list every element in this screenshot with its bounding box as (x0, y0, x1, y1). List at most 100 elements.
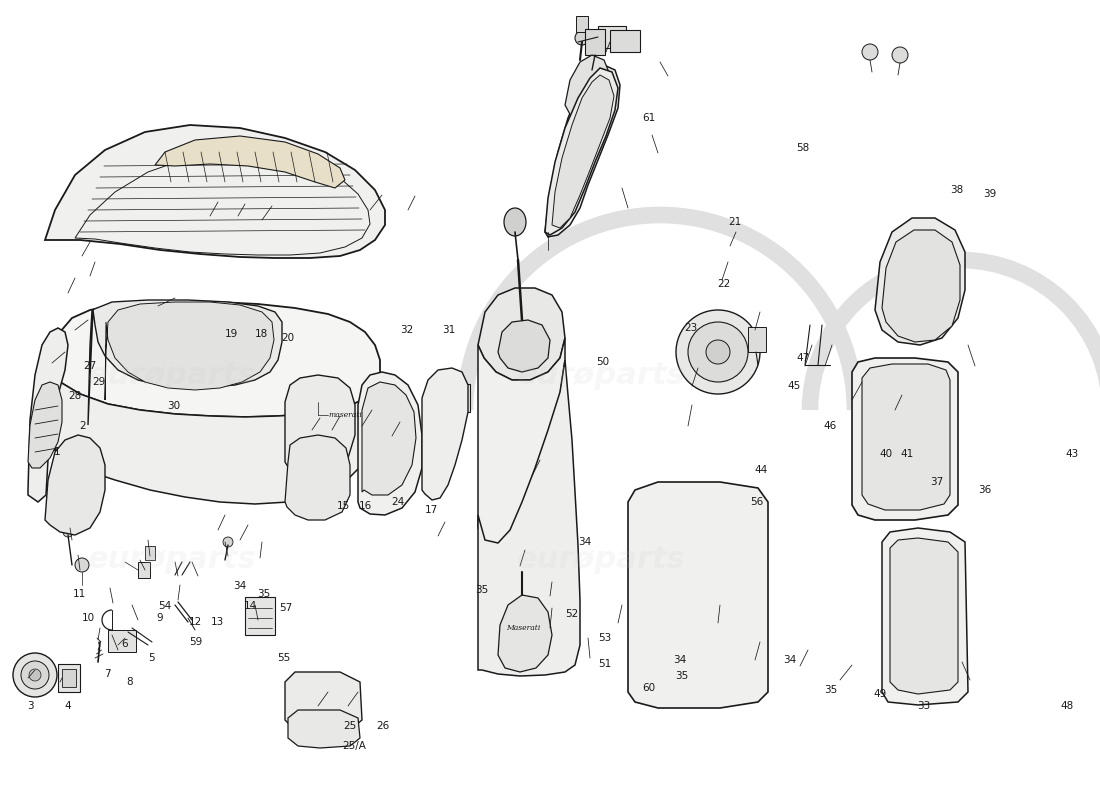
Text: 58: 58 (796, 143, 810, 153)
Text: 51: 51 (598, 659, 612, 669)
Polygon shape (28, 328, 68, 502)
Bar (138, 562, 150, 578)
Polygon shape (498, 595, 552, 672)
Circle shape (195, 332, 235, 372)
Circle shape (320, 470, 340, 490)
Polygon shape (422, 368, 468, 500)
Text: 35: 35 (475, 586, 488, 595)
Text: 15: 15 (337, 501, 350, 510)
Text: 34: 34 (579, 538, 592, 547)
Text: 4: 4 (65, 701, 72, 710)
Polygon shape (28, 382, 62, 468)
Text: 52: 52 (565, 610, 579, 619)
Polygon shape (478, 338, 565, 545)
Bar (585, 29, 605, 55)
Polygon shape (478, 288, 565, 380)
Text: 29: 29 (92, 378, 106, 387)
Polygon shape (104, 302, 274, 400)
Text: 39: 39 (983, 189, 997, 198)
Text: 49: 49 (873, 690, 887, 699)
Polygon shape (285, 375, 355, 478)
Circle shape (676, 310, 760, 394)
Text: 35: 35 (824, 685, 837, 694)
Text: 22: 22 (717, 279, 730, 289)
Text: 1: 1 (54, 447, 60, 457)
Text: 24: 24 (392, 498, 405, 507)
Circle shape (13, 653, 57, 697)
Polygon shape (288, 710, 360, 748)
Bar (638, 520, 758, 542)
Text: 13: 13 (211, 618, 224, 627)
Polygon shape (45, 375, 382, 504)
Polygon shape (45, 125, 385, 258)
Polygon shape (45, 301, 380, 420)
Circle shape (75, 558, 89, 572)
Text: 9: 9 (156, 613, 163, 622)
Polygon shape (544, 68, 618, 235)
Polygon shape (874, 218, 965, 345)
Circle shape (21, 661, 50, 689)
Text: Maserati: Maserati (506, 624, 540, 632)
Polygon shape (862, 364, 950, 510)
Text: 60: 60 (642, 683, 656, 693)
Text: 3: 3 (28, 701, 34, 710)
Text: 12: 12 (189, 618, 202, 627)
Text: 21: 21 (728, 218, 741, 227)
Text: 43: 43 (1066, 450, 1079, 459)
Polygon shape (882, 230, 960, 342)
Text: 48: 48 (1060, 701, 1074, 710)
Text: 44: 44 (755, 466, 768, 475)
Bar (32, 422, 56, 450)
Text: 10: 10 (81, 613, 95, 622)
Text: 33: 33 (917, 701, 931, 710)
Text: 34: 34 (783, 655, 796, 665)
Text: 19: 19 (224, 330, 238, 339)
Bar (576, 16, 588, 32)
Text: 61: 61 (642, 114, 656, 123)
Circle shape (29, 669, 41, 681)
Bar (58, 664, 80, 692)
Text: 35: 35 (675, 671, 689, 681)
Text: 50: 50 (596, 357, 609, 366)
Bar (292, 680, 354, 689)
Polygon shape (155, 136, 345, 188)
Bar (448, 384, 470, 412)
Polygon shape (552, 75, 614, 228)
Text: 18: 18 (255, 330, 268, 339)
Text: 45: 45 (788, 381, 801, 390)
Circle shape (706, 340, 730, 364)
Circle shape (118, 320, 178, 380)
Text: eurøparts: eurøparts (517, 362, 685, 390)
Circle shape (688, 322, 748, 382)
Circle shape (862, 44, 878, 60)
Text: 57: 57 (279, 603, 293, 613)
Text: 25/A: 25/A (342, 741, 366, 750)
Text: 2: 2 (79, 421, 86, 430)
Text: 36: 36 (978, 485, 991, 494)
Bar (145, 546, 155, 560)
Polygon shape (358, 372, 422, 515)
Polygon shape (478, 360, 580, 676)
Bar (748, 327, 766, 352)
Bar (638, 555, 758, 577)
Text: eurøparts: eurøparts (517, 546, 685, 574)
Bar (500, 508, 544, 518)
Text: 14: 14 (244, 602, 257, 611)
Bar (610, 30, 640, 52)
Polygon shape (498, 320, 550, 372)
Text: 37: 37 (931, 477, 944, 486)
Circle shape (510, 553, 534, 577)
Text: 6: 6 (121, 639, 128, 649)
Bar (598, 26, 626, 48)
Circle shape (575, 31, 589, 45)
Bar (292, 706, 354, 715)
Circle shape (295, 470, 315, 490)
Circle shape (310, 492, 326, 508)
Text: 7: 7 (104, 669, 111, 678)
Circle shape (126, 328, 170, 372)
Text: 34: 34 (673, 655, 686, 665)
Polygon shape (285, 435, 350, 520)
Polygon shape (882, 528, 968, 705)
Text: 23: 23 (684, 323, 697, 333)
Bar (292, 693, 354, 702)
